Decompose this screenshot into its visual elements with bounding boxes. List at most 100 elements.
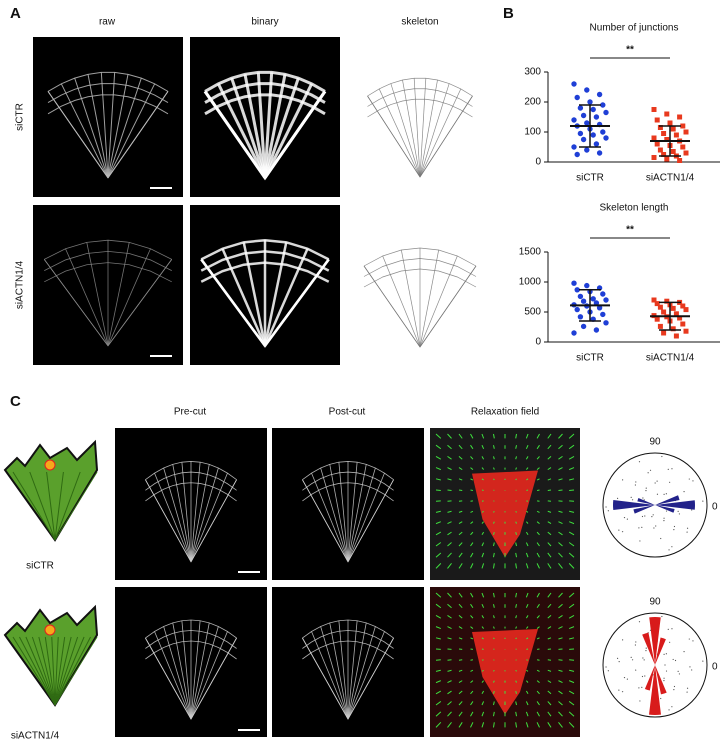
polar-dot [626,518,628,520]
vector [435,669,441,672]
vector [558,563,563,569]
fiber [54,636,72,706]
fiber-arc [47,83,169,104]
row-label: siCTR [26,561,54,572]
vector [447,478,452,481]
fiber [419,83,450,178]
fiber-arc [367,88,473,107]
vector [515,531,517,535]
data-point [683,307,689,313]
vector [515,542,517,547]
vector [470,711,474,717]
fiber-arc [367,77,473,97]
vector [558,521,563,525]
fiber [242,242,267,347]
fiber [54,636,59,706]
fiber [256,72,267,178]
rose-wedge [637,497,655,505]
polar-dot [665,493,667,495]
panel-label: A [10,5,21,22]
data-point [670,149,676,154]
vector [493,542,495,547]
vector [547,690,552,695]
data-point [657,323,663,329]
vector [481,615,485,619]
data-point [603,320,609,326]
rose-wedge [655,637,666,665]
data-point [654,301,660,307]
fiber [347,464,367,562]
polar-dot [663,680,665,682]
polar-dot [660,537,662,540]
polar-dot [644,675,646,677]
data-point [577,105,584,111]
vector [547,542,552,547]
cell-mask [472,470,538,558]
rose-wedge [655,500,695,510]
vector [536,722,540,728]
vector [547,467,552,471]
fiber [44,636,56,706]
polar-dot [616,497,619,499]
fiber [51,636,56,706]
vector [558,626,563,630]
polar-dot [674,659,677,662]
vector [526,626,529,629]
rose-wedge [613,499,655,511]
polar-dot [654,482,656,484]
fiber [107,242,130,346]
polar-dot [618,529,620,531]
vector [558,478,563,481]
cell-diagram [3,439,99,542]
cell-diagram [3,604,99,707]
polar-dot [691,509,693,511]
cell-outline [203,90,327,181]
polar-dot [634,644,636,646]
vector [558,711,563,717]
vector [568,603,575,609]
polar-dot [631,659,634,661]
vector [470,680,474,683]
vector [458,542,463,547]
data-point [664,137,670,142]
polar-dot [641,686,643,689]
fiber [263,74,287,179]
vector [568,711,575,717]
fiber [419,79,438,178]
x-tick-label: siACTN1/4 [646,173,695,184]
rose-wedge [644,665,655,691]
vector [435,455,442,460]
vector [435,467,442,471]
vector [458,669,463,672]
vector [447,701,452,706]
polar-dot [643,499,645,501]
fiber-arc [204,70,326,93]
polar-dot [669,481,671,483]
fiber [154,631,192,720]
vector [547,563,552,569]
vector [558,542,563,547]
polar-dot [664,664,666,666]
vector [458,521,463,525]
vector [547,510,552,513]
vector [515,701,517,706]
column-header: binary [251,17,278,28]
fiber [54,471,81,541]
vector [568,552,575,558]
rose-wedge [655,665,667,695]
polar-dot [691,669,693,671]
polar-dot [677,670,679,672]
vector [493,521,495,524]
fiber [230,77,267,179]
vector [470,521,474,524]
data-point [596,150,603,156]
vector [536,690,540,695]
vector [536,603,540,609]
vector [515,604,517,608]
fiber [74,77,109,178]
cell-outline [145,637,237,720]
polar-dot [649,469,652,471]
polar-dot [642,497,644,499]
fiber [107,74,129,178]
